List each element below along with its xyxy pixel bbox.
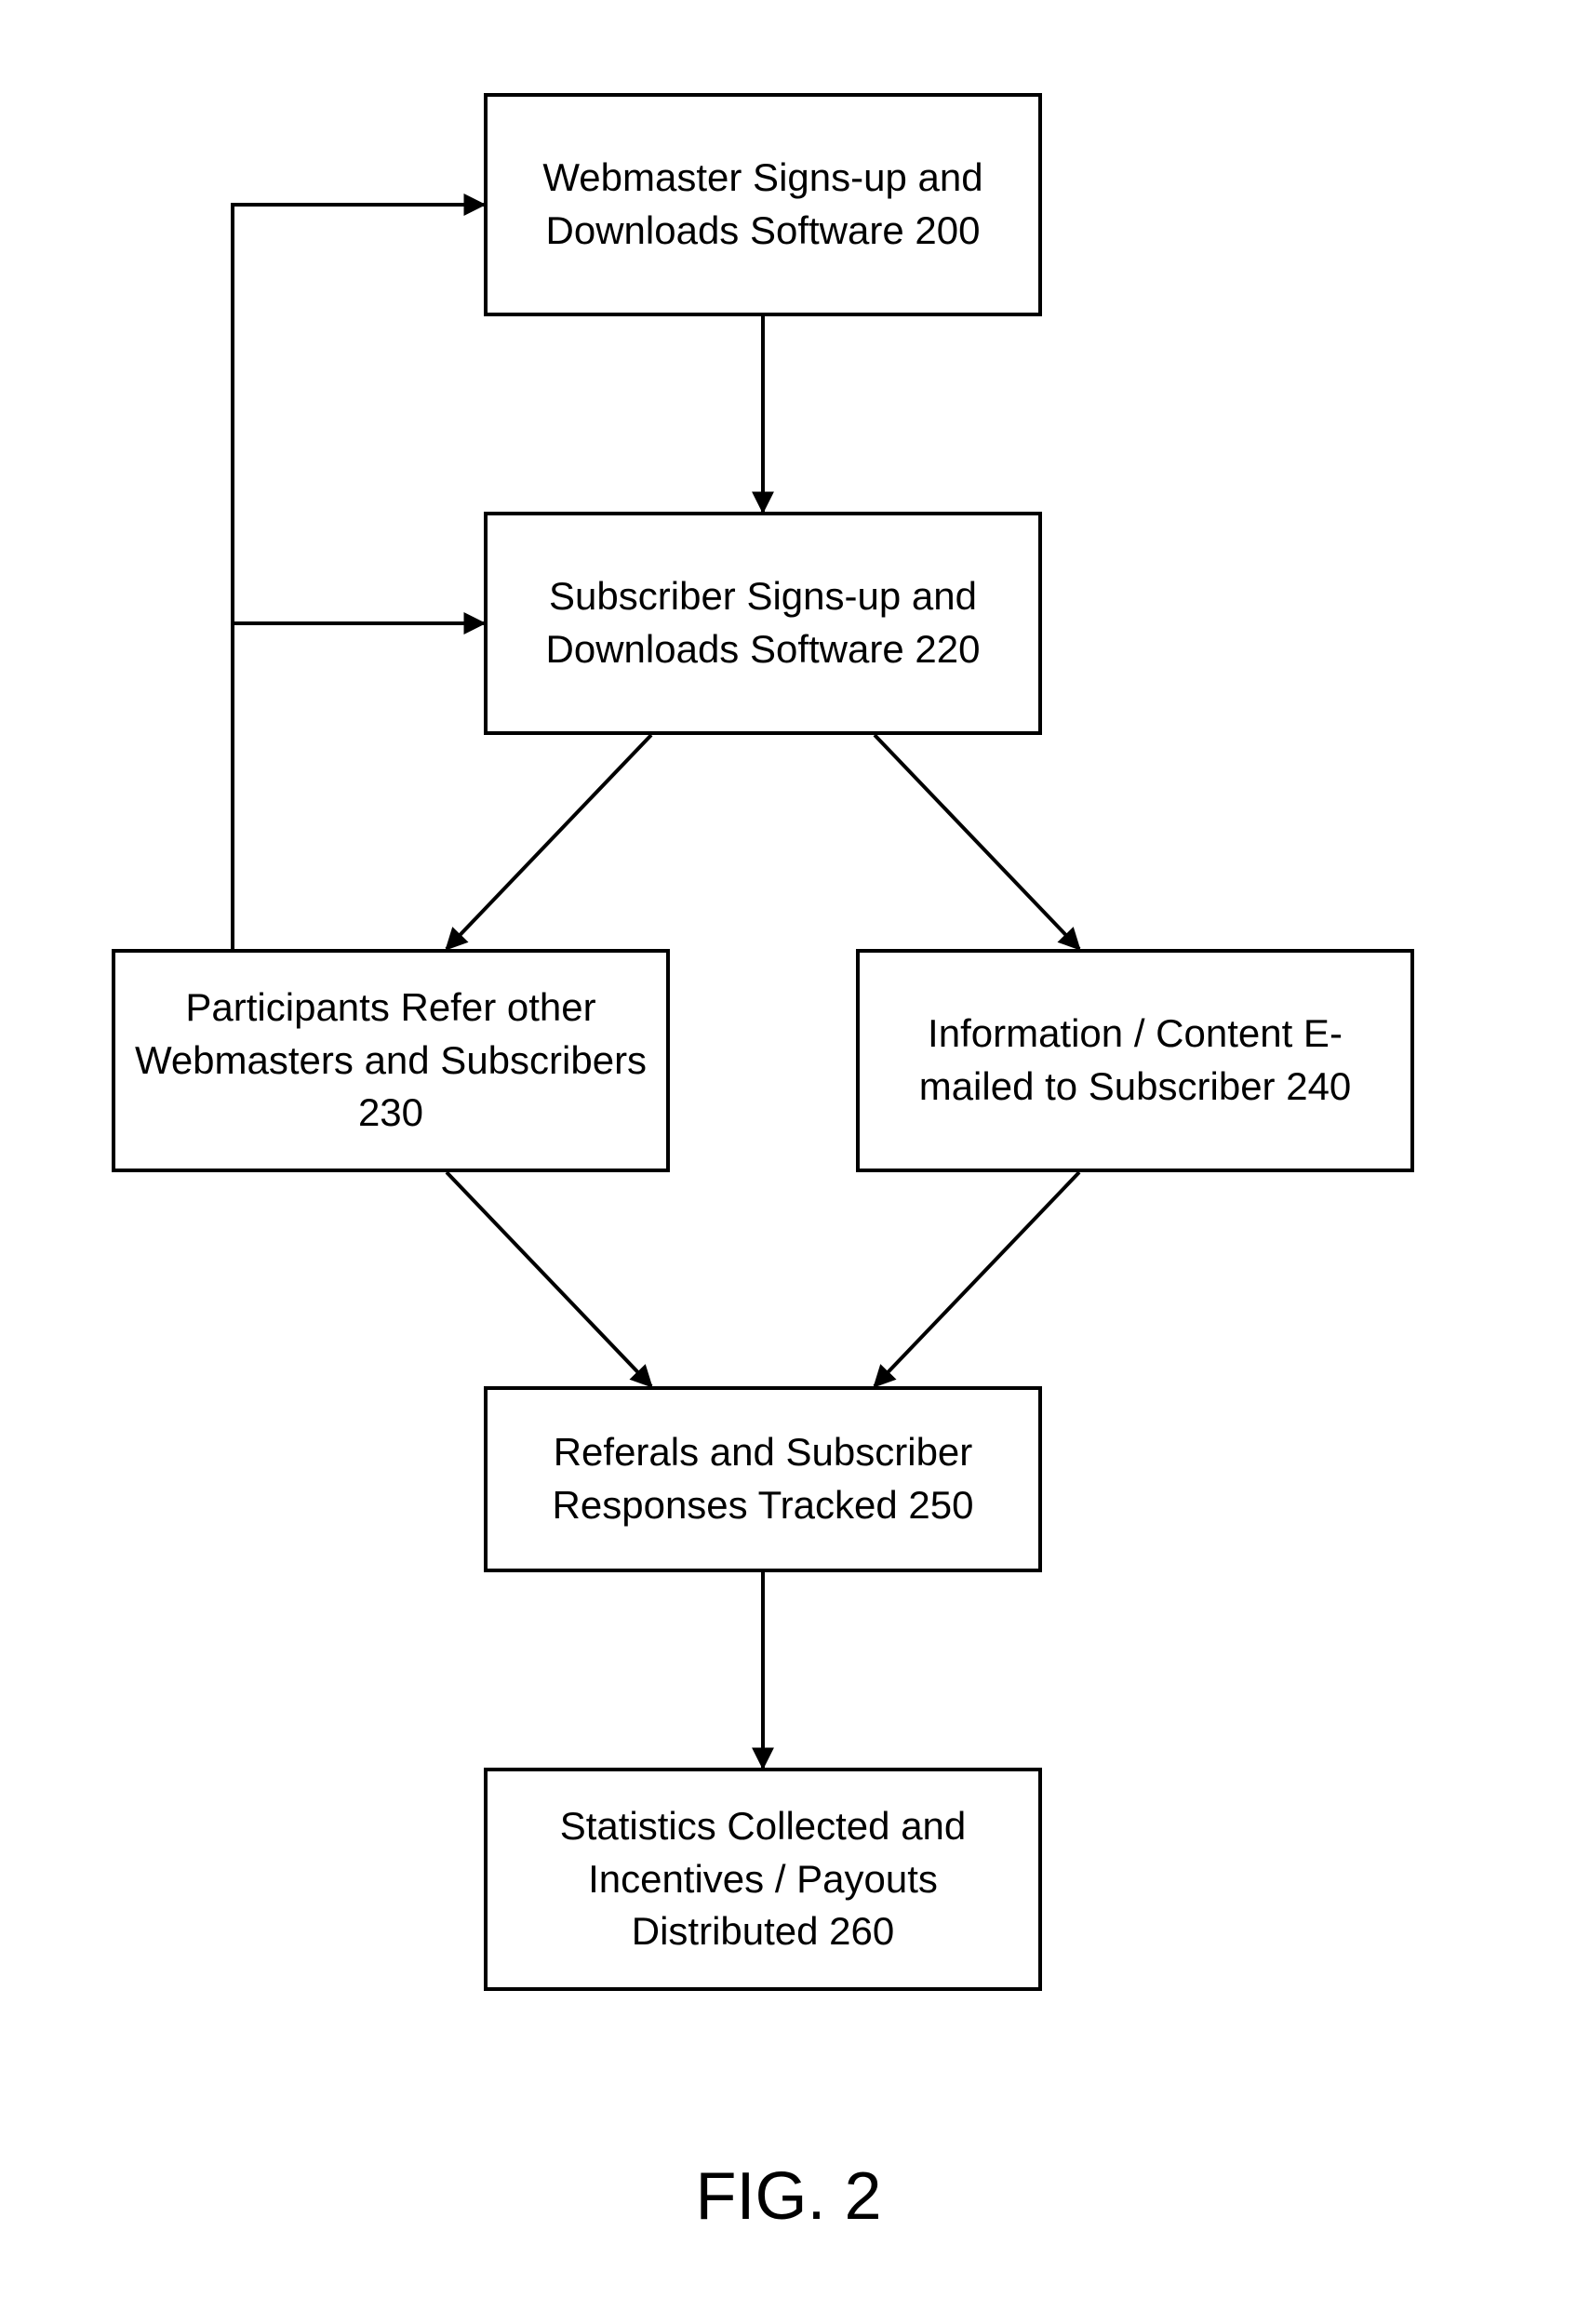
caption-text: FIG. 2 — [695, 2159, 881, 2234]
node-participants-refer: Participants Refer other Webmasters and … — [112, 949, 670, 1172]
edge — [233, 623, 484, 949]
node-webmaster-signup: Webmaster Signs-up and Downloads Softwar… — [484, 93, 1042, 316]
flowchart-canvas: Webmaster Signs-up and Downloads Softwar… — [0, 0, 1577, 2324]
node-responses-tracked: Referals and Subscriber Responses Tracke… — [484, 1386, 1042, 1572]
node-subscriber-signup: Subscriber Signs-up and Downloads Softwa… — [484, 512, 1042, 735]
node-label: Participants Refer other Webmasters and … — [134, 982, 648, 1140]
node-label: Information / Content E-mailed to Subscr… — [878, 1008, 1392, 1113]
edge — [233, 205, 484, 949]
figure-caption: FIG. 2 — [0, 2158, 1577, 2235]
node-stats-distributed: Statistics Collected and Incentives / Pa… — [484, 1768, 1042, 1991]
edge — [875, 1172, 1079, 1386]
node-label: Referals and Subscriber Responses Tracke… — [506, 1426, 1020, 1531]
edge — [447, 1172, 651, 1386]
edge — [447, 735, 651, 949]
node-label: Webmaster Signs-up and Downloads Softwar… — [506, 152, 1020, 257]
edge — [875, 735, 1079, 949]
node-label: Statistics Collected and Incentives / Pa… — [506, 1800, 1020, 1958]
node-label: Subscriber Signs-up and Downloads Softwa… — [506, 570, 1020, 675]
node-info-emailed: Information / Content E-mailed to Subscr… — [856, 949, 1414, 1172]
